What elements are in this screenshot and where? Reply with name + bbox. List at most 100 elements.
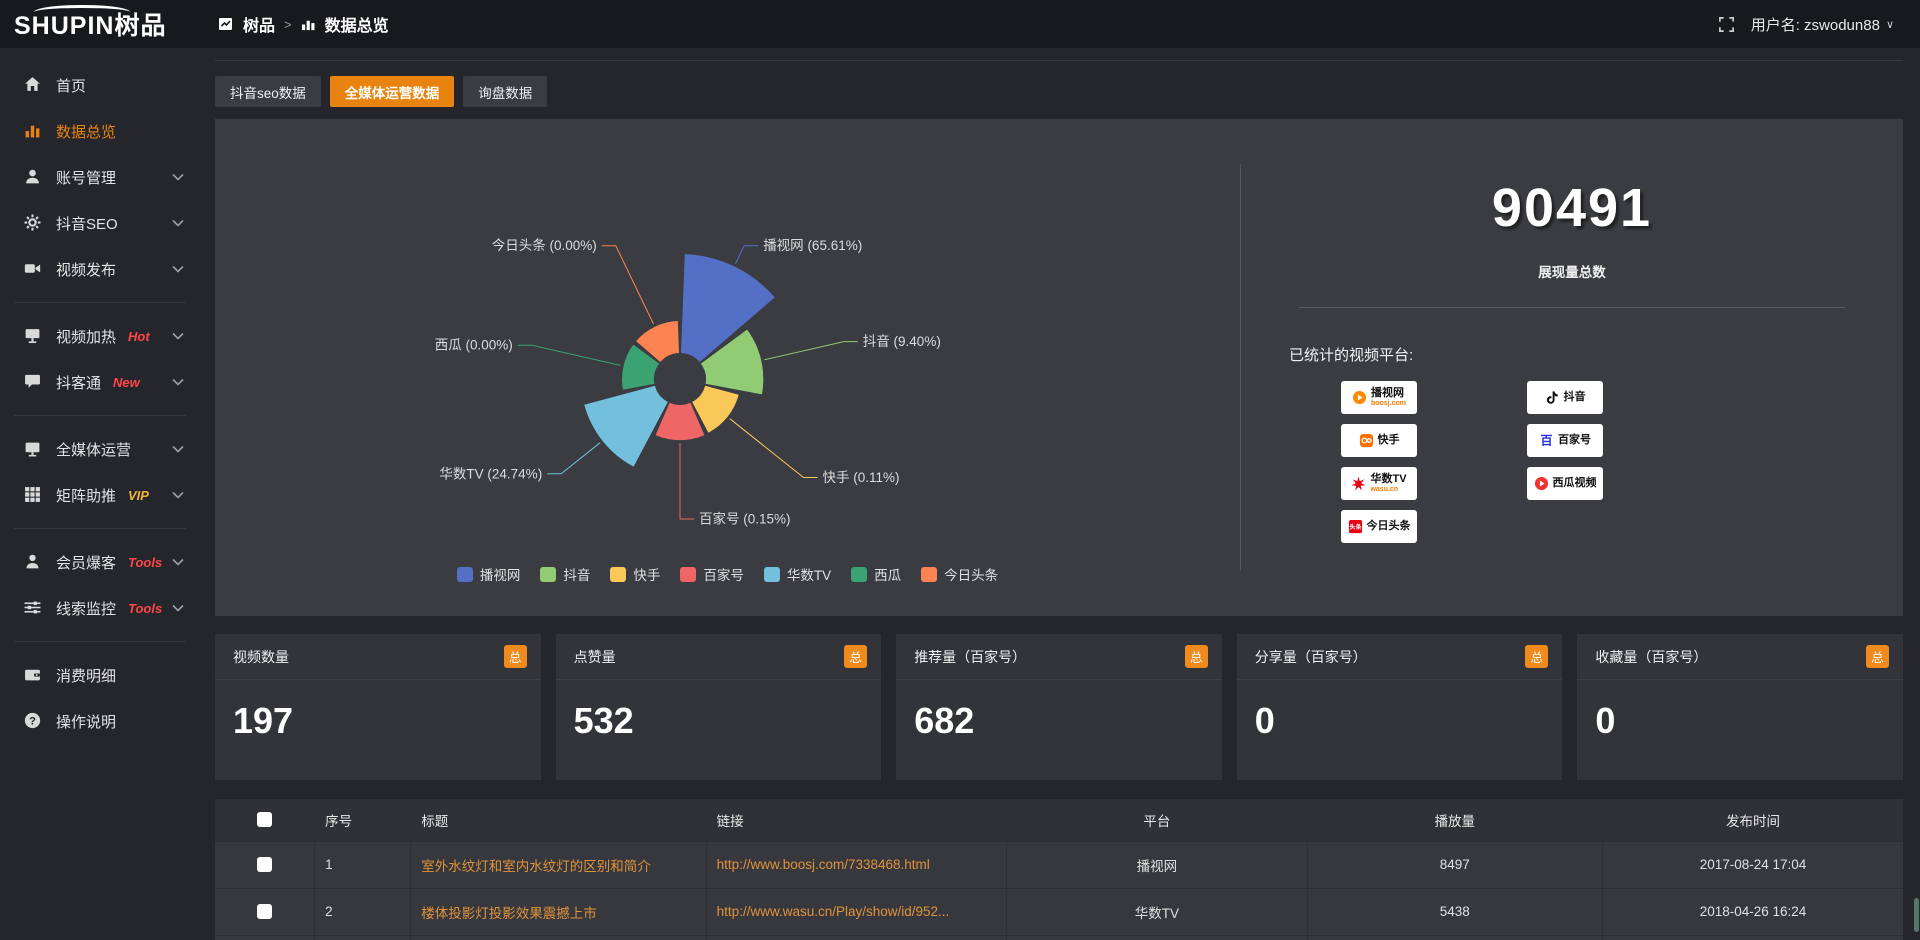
tab-omnimedia-data[interactable]: 全媒体运营数据 <box>329 76 455 107</box>
platform-name: 百家号 <box>1558 434 1591 446</box>
sidebar-item[interactable]: 视频发布 <box>0 246 200 292</box>
platform-badges: 播视网 boosj.com 抖音 快手 百百家号 华数TV wasu.cn 西瓜视频 头条 今日头… <box>1341 381 1903 543</box>
legend-label: 播视网 <box>479 568 521 583</box>
video-url-link[interactable]: http://www.boosj.com/7338468.html <box>706 841 1008 889</box>
pie-slice[interactable] <box>692 385 739 433</box>
sidebar-item[interactable]: 抖客通 New <box>0 359 200 405</box>
logo-arc-decoration <box>34 5 130 19</box>
pie-label: 抖音 (9.40%) <box>863 333 941 349</box>
chevron-down-icon <box>172 553 184 571</box>
select-all-checkbox[interactable] <box>257 812 273 828</box>
sidebar-item-label: 抖客通 <box>56 374 102 392</box>
pie-slice[interactable] <box>636 321 679 362</box>
pie-label: 播视网 (65.61%) <box>763 238 862 253</box>
sidebar-item[interactable]: 首页 <box>0 62 200 108</box>
sidebar-item[interactable]: 数据总览 <box>0 108 200 154</box>
sidebar-item[interactable]: 会员爆客 Tools <box>0 539 200 585</box>
wallet-icon <box>24 666 42 684</box>
topbar: SHUPIN树品 树品 > 数据总览 用户名: zswodun88 ∨ <box>0 0 1920 48</box>
chat-icon <box>24 373 42 391</box>
stat-cards-row: 视频数量总 197 点赞量总 532 推荐量（百家号）总 682 分享量（百家号）总 0 收藏量… <box>215 634 1903 780</box>
row-checkbox[interactable] <box>257 857 273 872</box>
impressions-total-label: 展现量总数 <box>1538 265 1606 280</box>
pie-slice[interactable] <box>681 254 775 362</box>
sidebar-divider <box>14 302 186 303</box>
col-header-link: 链接 <box>706 799 1008 842</box>
sidebar-divider <box>14 528 186 529</box>
legend-item[interactable]: 快手 <box>610 564 660 584</box>
stat-card-value: 532 <box>573 700 634 741</box>
total-badge: 总 <box>1525 645 1549 668</box>
pie-slice[interactable] <box>700 329 764 395</box>
platform-domain: boosj.com <box>1370 400 1406 407</box>
stat-card-title: 收藏量（百家号） <box>1595 648 1708 665</box>
legend-item[interactable]: 抖音 <box>540 564 590 584</box>
stat-card-value: 0 <box>1254 700 1275 741</box>
content-divider <box>215 60 1903 61</box>
legend-item[interactable]: 华数TV <box>763 564 831 584</box>
scrollbar-thumb[interactable] <box>1914 898 1919 932</box>
sidebar-item-tag: Tools <box>128 600 163 616</box>
legend-item[interactable]: 百家号 <box>680 564 744 584</box>
home-icon <box>24 76 42 94</box>
breadcrumb-root[interactable]: 树品 <box>243 18 276 35</box>
platform-badge: 头条 今日头条 <box>1341 510 1417 543</box>
platform-badge: 西瓜视频 <box>1527 467 1603 500</box>
legend-item[interactable]: 西瓜 <box>851 564 901 584</box>
sidebar-item[interactable]: 线索监控 Tools <box>0 585 200 631</box>
stat-card-title: 推荐量（百家号） <box>914 648 1027 665</box>
sidebar-item-label: 全媒体运营 <box>56 441 132 459</box>
legend-marker <box>763 566 780 582</box>
breadcrumb-current[interactable]: 数据总览 <box>324 18 389 35</box>
pie-label: 快手 (0.11%) <box>823 470 900 485</box>
legend-marker <box>921 566 938 582</box>
baijiahao-logo-icon: 百 <box>1540 434 1552 448</box>
sidebar-item[interactable]: 抖音SEO <box>0 200 200 246</box>
sidebar-item[interactable]: 矩阵助推 VIP <box>0 472 200 518</box>
legend-item[interactable]: 今日头条 <box>921 564 998 584</box>
wasu-logo-icon <box>1351 476 1366 491</box>
pie-slice[interactable] <box>622 344 660 390</box>
sidebar-item[interactable]: 视频加热 Hot <box>0 313 200 359</box>
pie-slice[interactable] <box>655 402 705 441</box>
pie-slice[interactable] <box>584 385 668 467</box>
user-icon <box>24 168 42 186</box>
legend-item[interactable]: 播视网 <box>456 564 521 584</box>
fullscreen-icon[interactable] <box>1718 16 1735 33</box>
sidebar-item[interactable]: ? 操作说明 <box>0 698 200 744</box>
col-header-time: 发布时间 <box>1602 799 1903 842</box>
sidebar-item[interactable]: 消费明细 <box>0 652 200 698</box>
user-menu[interactable]: 用户名: zswodun88 ∨ <box>1751 14 1894 35</box>
row-checkbox[interactable] <box>257 904 273 919</box>
sidebar-item-label: 数据总览 <box>56 123 117 141</box>
sidebar-item-tag: Tools <box>128 554 163 570</box>
stat-card: 收藏量（百家号） 总 0 <box>1577 634 1903 780</box>
sidebar-item-label: 消费明细 <box>56 667 117 685</box>
sidebar-item[interactable]: 账号管理 <box>0 154 200 200</box>
cell-time: 2017-08-24 17:04 <box>1602 841 1903 889</box>
pie-label: 百家号 (0.15%) <box>699 511 791 527</box>
legend-label: 抖音 <box>563 568 591 583</box>
sidebar-item-label: 抖音SEO <box>56 215 118 233</box>
legend-marker <box>540 566 557 582</box>
total-badge: 总 <box>844 645 868 668</box>
tab-inquiry-data[interactable]: 询盘数据 <box>463 76 548 107</box>
douyin-logo-icon <box>1546 391 1558 404</box>
sidebar: 首页数据总览账号管理抖音SEO 视频发布视频加热 Hot 抖客通 New 全媒体运营矩阵助… <box>0 48 200 936</box>
video-title-link[interactable]: 楼体投影灯投影效果震撼上市 <box>410 888 707 936</box>
bar-chart-icon <box>24 122 42 140</box>
video-url-link[interactable]: http://www.wasu.cn/Play/show/id/952... <box>706 888 1008 936</box>
tab-douyin-seo-data[interactable]: 抖音seo数据 <box>215 76 321 107</box>
chevron-down-icon <box>172 327 184 345</box>
chart-legend: 播视网 抖音 快手 百家号 华数TV 西瓜 今日头条 <box>215 564 1240 584</box>
video-title-link[interactable]: 室外水纹灯和室内水纹灯的区别和简介 <box>410 841 707 889</box>
platforms-label: 已统计的视频平台: <box>1289 347 1414 364</box>
question-icon: ? <box>24 712 42 730</box>
legend-label: 百家号 <box>703 568 744 583</box>
sidebar-item[interactable]: 全媒体运营 <box>0 426 200 472</box>
legend-marker <box>851 566 868 582</box>
platform-name: 华数TV <box>1370 473 1407 485</box>
cell-platform: 华数TV <box>1006 888 1308 936</box>
stat-card-value: 682 <box>914 700 975 741</box>
sidebar-item-label: 首页 <box>56 77 87 95</box>
